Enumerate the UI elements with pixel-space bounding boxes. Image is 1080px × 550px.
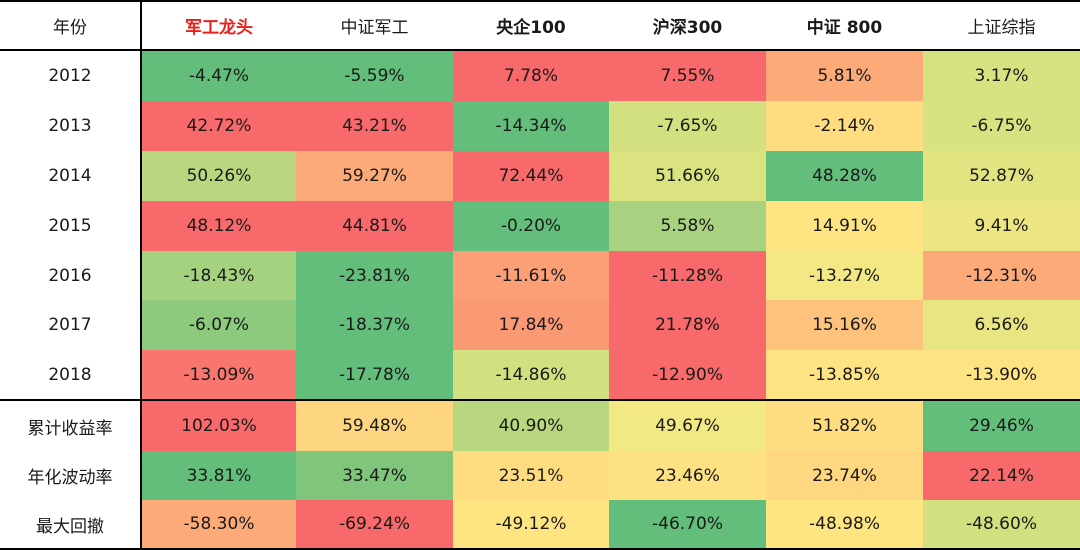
value-cell: -13.85% <box>766 350 923 399</box>
row-label: 2016 <box>48 265 92 286</box>
value-cell: 42.72% <box>142 101 296 151</box>
value-cell: 48.12% <box>142 201 296 251</box>
value-cell: 6.56% <box>923 300 1080 350</box>
value-cell: -2.14% <box>766 101 923 151</box>
row-label: 2013 <box>48 116 92 136</box>
row-label: 2012 <box>48 66 92 86</box>
header-rule <box>0 49 1080 51</box>
value-cell: -5.59% <box>296 51 453 101</box>
table-row: 最大回撤 -58.30% -69.24% -49.12% -46.70% -48.98% -… <box>0 500 1080 548</box>
table-row: 2016 -18.43% -23.81% -11.61% -11.28% -13.27% -… <box>0 251 1080 300</box>
value-cell: -18.43% <box>142 251 296 300</box>
value-cell: 51.66% <box>609 151 766 201</box>
value-cell: 7.55% <box>609 51 766 101</box>
table-row: 2012 -4.47% -5.59% 7.78% 7.55% 5.81% 3.17% <box>0 51 1080 101</box>
header-col-1: 军工龙头 <box>185 17 253 38</box>
bottom-rule <box>0 548 1080 550</box>
value-cell: 21.78% <box>609 300 766 350</box>
value-cell: -49.12% <box>453 500 609 548</box>
value-cell: -13.09% <box>142 350 296 399</box>
value-cell: -58.30% <box>142 500 296 548</box>
value-cell: -14.86% <box>453 350 609 399</box>
value-cell: 23.74% <box>766 451 923 500</box>
value-cell: -13.90% <box>923 350 1080 399</box>
value-cell: -14.34% <box>453 101 609 151</box>
row-label: 年化波动率 <box>27 468 113 488</box>
header-col-3: 央企100 <box>496 17 566 38</box>
value-cell: 49.67% <box>609 401 766 451</box>
table-row: 2014 50.26% 59.27% 72.44% 51.66% 48.28% 52.87% <box>0 151 1080 201</box>
value-cell: -11.61% <box>453 251 609 300</box>
value-cell: 51.82% <box>766 401 923 451</box>
row-label: 累计收益率 <box>27 418 113 439</box>
value-cell: -0.20% <box>453 201 609 251</box>
table-row: 2018 -13.09% -17.78% -14.86% -12.90% -13.85% -… <box>0 350 1080 399</box>
table-row: 年化波动率 33.81% 33.47% 23.51% 23.46% 23.74% 22.14… <box>0 451 1080 500</box>
row-label: 2018 <box>48 364 92 385</box>
row-label: 2015 <box>48 216 92 236</box>
value-cell: 44.81% <box>296 201 453 251</box>
value-cell: 9.41% <box>923 201 1080 251</box>
table-row: 2015 48.12% 44.81% -0.20% 5.58% 14.91% 9.41% <box>0 201 1080 251</box>
value-cell: 43.21% <box>296 101 453 151</box>
value-cell: 5.81% <box>766 51 923 101</box>
value-cell: 23.51% <box>453 451 609 500</box>
value-cell: 5.58% <box>609 201 766 251</box>
value-cell: 7.78% <box>453 51 609 101</box>
value-cell: -12.90% <box>609 350 766 399</box>
value-cell: 15.16% <box>766 300 923 350</box>
header-col-2: 中证军工 <box>340 17 409 38</box>
value-cell: 48.28% <box>766 151 923 201</box>
value-cell: 102.03% <box>142 401 296 451</box>
value-cell: 50.26% <box>142 151 296 201</box>
value-cell: -48.98% <box>766 500 923 548</box>
value-cell: 52.87% <box>923 151 1080 201</box>
value-cell: -13.27% <box>766 251 923 300</box>
value-cell: 22.14% <box>923 451 1080 500</box>
header-row: 年份 军工龙头 中证军工 央企100 沪深300 中证 800 上证综指 <box>0 0 1080 50</box>
value-cell: -17.78% <box>296 350 453 399</box>
value-cell: 59.27% <box>296 151 453 201</box>
value-cell: -69.24% <box>296 500 453 548</box>
table-row: 2013 42.72% 43.21% -14.34% -7.65% -2.14% -6.75… <box>0 101 1080 151</box>
value-cell: -6.07% <box>142 300 296 350</box>
header-col-4: 沪深300 <box>652 17 723 38</box>
value-cell: -18.37% <box>296 300 453 350</box>
row-label: 2017 <box>48 315 92 335</box>
value-cell: 40.90% <box>453 401 609 451</box>
value-cell: 33.81% <box>142 451 296 500</box>
value-cell: -7.65% <box>609 101 766 151</box>
value-cell: -46.70% <box>609 500 766 548</box>
value-cell: 14.91% <box>766 201 923 251</box>
value-cell: 59.48% <box>296 401 453 451</box>
table-row: 2017 -6.07% -18.37% 17.84% 21.78% 15.16% 6.56% <box>0 300 1080 350</box>
table-row: 累计收益率 102.03% 59.48% 40.90% 49.67% 51.82% 29.4… <box>0 401 1080 451</box>
value-cell: 29.46% <box>923 401 1080 451</box>
value-cell: -6.75% <box>923 101 1080 151</box>
label-divider <box>140 0 142 550</box>
value-cell: 17.84% <box>453 300 609 350</box>
value-cell: -11.28% <box>609 251 766 300</box>
header-col-6: 上证综指 <box>967 17 1036 38</box>
value-cell: 23.46% <box>609 451 766 500</box>
summary-rule <box>0 399 1080 401</box>
header-year: 年份 <box>53 17 87 38</box>
value-cell: -4.47% <box>142 51 296 101</box>
value-cell: -23.81% <box>296 251 453 300</box>
value-cell: -12.31% <box>923 251 1080 300</box>
top-rule <box>0 0 1080 2</box>
value-cell: 72.44% <box>453 151 609 201</box>
value-cell: -48.60% <box>923 500 1080 548</box>
value-cell: 3.17% <box>923 51 1080 101</box>
row-label: 最大回撤 <box>36 516 104 537</box>
row-label: 2014 <box>48 166 92 186</box>
header-col-5: 中证 800 <box>806 17 883 38</box>
value-cell: 33.47% <box>296 451 453 500</box>
